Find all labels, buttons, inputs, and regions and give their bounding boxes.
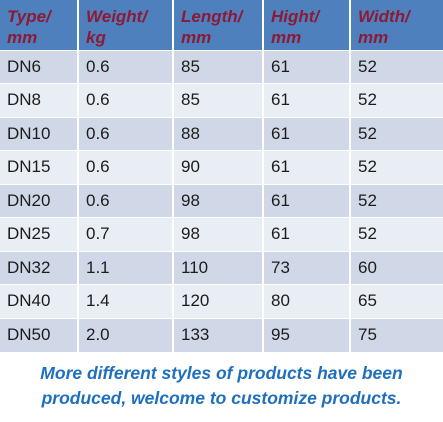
cell-length: 90 bbox=[173, 150, 264, 184]
cell-type: DN25 bbox=[0, 217, 79, 251]
cell-length: 110 bbox=[173, 250, 264, 285]
cell-width: 52 bbox=[350, 49, 443, 84]
table-row: DN50 2.0 133 95 75 bbox=[0, 317, 443, 352]
header-length: Length/mm bbox=[173, 0, 264, 50]
cell-hight: 61 bbox=[263, 83, 351, 117]
cell-length: 120 bbox=[173, 284, 264, 318]
cell-hight: 61 bbox=[263, 49, 351, 84]
cell-hight: 61 bbox=[263, 183, 351, 218]
table-row: DN40 1.4 120 80 65 bbox=[0, 284, 443, 318]
cell-width: 52 bbox=[350, 183, 443, 218]
note-line-2: produced, welcome to customize products. bbox=[41, 388, 402, 408]
cell-weight: 0.6 bbox=[78, 83, 174, 117]
cell-type: DN6 bbox=[0, 49, 79, 84]
cell-weight: 1.1 bbox=[78, 250, 174, 285]
cell-weight: 2.0 bbox=[78, 317, 174, 352]
cell-hight: 61 bbox=[263, 217, 351, 251]
cell-hight: 61 bbox=[263, 116, 351, 151]
cell-weight: 1.4 bbox=[78, 284, 174, 318]
header-type: Type/mm bbox=[0, 0, 79, 50]
cell-length: 133 bbox=[173, 317, 264, 352]
cell-type: DN10 bbox=[0, 116, 79, 151]
cell-type: DN15 bbox=[0, 150, 79, 184]
cell-type: DN50 bbox=[0, 317, 79, 352]
table-row: DN6 0.6 85 61 52 bbox=[0, 49, 443, 84]
table-row: DN20 0.6 98 61 52 bbox=[0, 183, 443, 218]
cell-length: 85 bbox=[173, 83, 264, 117]
cell-weight: 0.6 bbox=[78, 49, 174, 84]
spec-table: Type/mm Weight/kg Length/mm Hight/mm Wid… bbox=[0, 0, 443, 352]
cell-length: 88 bbox=[173, 116, 264, 151]
cell-weight: 0.6 bbox=[78, 150, 174, 184]
cell-type: DN32 bbox=[0, 250, 79, 285]
cell-length: 98 bbox=[173, 183, 264, 218]
cell-width: 52 bbox=[350, 83, 443, 117]
cell-width: 65 bbox=[350, 284, 443, 318]
note-line-1: More different styles of products have b… bbox=[40, 363, 403, 383]
cell-weight: 0.6 bbox=[78, 183, 174, 218]
cell-hight: 95 bbox=[263, 317, 351, 352]
cell-hight: 73 bbox=[263, 250, 351, 285]
cell-type: DN40 bbox=[0, 284, 79, 318]
cell-weight: 0.6 bbox=[78, 116, 174, 151]
table-row: DN15 0.6 90 61 52 bbox=[0, 150, 443, 184]
header-hight: Hight/mm bbox=[263, 0, 351, 50]
table-row: DN8 0.6 85 61 52 bbox=[0, 83, 443, 117]
cell-weight: 0.7 bbox=[78, 217, 174, 251]
cell-width: 52 bbox=[350, 116, 443, 151]
table-header-row: Type/mm Weight/kg Length/mm Hight/mm Wid… bbox=[0, 0, 443, 50]
table-row: DN25 0.7 98 61 52 bbox=[0, 217, 443, 251]
cell-length: 85 bbox=[173, 49, 264, 84]
table-row: DN10 0.6 88 61 52 bbox=[0, 116, 443, 151]
cell-width: 52 bbox=[350, 150, 443, 184]
header-weight: Weight/kg bbox=[78, 0, 174, 50]
cell-width: 52 bbox=[350, 217, 443, 251]
table-row: DN32 1.1 110 73 60 bbox=[0, 250, 443, 285]
cell-type: DN8 bbox=[0, 83, 79, 117]
cell-length: 98 bbox=[173, 217, 264, 251]
cell-width: 60 bbox=[350, 250, 443, 285]
cell-type: DN20 bbox=[0, 183, 79, 218]
customization-note: More different styles of products have b… bbox=[0, 361, 443, 411]
cell-width: 75 bbox=[350, 317, 443, 352]
cell-hight: 61 bbox=[263, 150, 351, 184]
header-width: Width/mm bbox=[350, 0, 443, 50]
cell-hight: 80 bbox=[263, 284, 351, 318]
